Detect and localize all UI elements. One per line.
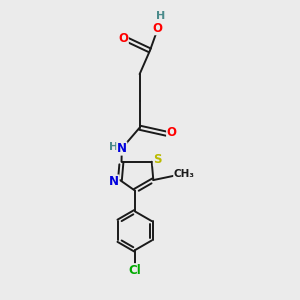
Text: O: O: [152, 22, 162, 34]
Text: H: H: [109, 142, 118, 152]
Text: Cl: Cl: [129, 264, 141, 277]
Text: CH₃: CH₃: [174, 169, 195, 179]
Text: S: S: [153, 153, 162, 166]
Text: N: N: [117, 142, 127, 155]
Text: O: O: [118, 32, 128, 45]
Text: H: H: [156, 11, 165, 21]
Text: N: N: [109, 175, 119, 188]
Text: O: O: [167, 126, 177, 139]
